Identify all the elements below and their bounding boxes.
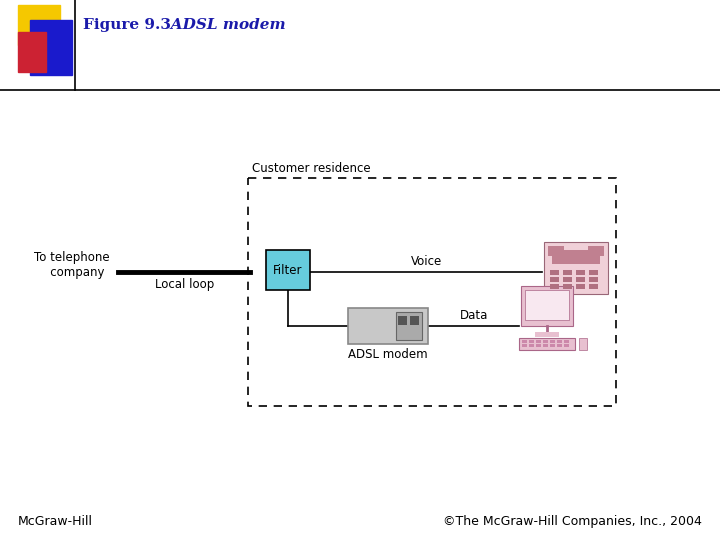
Bar [18,5,60,45]
Bar [519,338,575,350]
Text: Figure 9.3: Figure 9.3 [83,18,171,32]
Text: ADSL modem: ADSL modem [348,348,428,361]
Bar [564,340,569,343]
Bar [525,290,569,320]
Bar [522,344,527,347]
Text: Data: Data [460,309,489,322]
Bar [548,246,564,256]
Bar [589,284,598,289]
Bar [552,250,600,264]
Bar [550,270,559,275]
Bar [410,316,419,325]
Text: Voice: Voice [411,255,443,268]
Bar [536,344,541,347]
Bar [589,270,598,275]
Bar [18,32,46,72]
Bar [589,277,598,282]
Bar [579,338,587,350]
FancyBboxPatch shape [266,250,310,290]
Bar [576,270,585,275]
Text: To telephone
   company: To telephone company [34,251,110,279]
Bar [521,286,573,326]
Bar [550,277,559,282]
Text: ADSL modem: ADSL modem [155,18,286,32]
Bar [563,270,572,275]
Bar [557,340,562,343]
Bar [522,340,527,343]
Bar [535,332,559,337]
Bar [563,284,572,289]
Bar [550,344,555,347]
Bar [529,340,534,343]
FancyBboxPatch shape [248,178,616,406]
Text: Local loop: Local loop [156,278,215,291]
Text: Customer residence: Customer residence [252,162,371,175]
Bar [563,277,572,282]
Bar [543,344,548,347]
Bar [576,284,585,289]
FancyBboxPatch shape [348,308,428,344]
Bar [398,316,407,325]
Text: McGraw-Hill: McGraw-Hill [18,515,93,528]
Bar [529,344,534,347]
Bar [550,284,559,289]
Text: ©The McGraw-Hill Companies, Inc., 2004: ©The McGraw-Hill Companies, Inc., 2004 [443,515,702,528]
Bar [543,340,548,343]
Bar [588,246,604,256]
Bar [557,344,562,347]
Bar [30,20,72,75]
Text: Filter: Filter [274,264,302,276]
Bar [564,344,569,347]
Bar [396,312,422,340]
Bar [576,277,585,282]
Bar [550,340,555,343]
Bar [536,340,541,343]
Bar [544,242,608,294]
